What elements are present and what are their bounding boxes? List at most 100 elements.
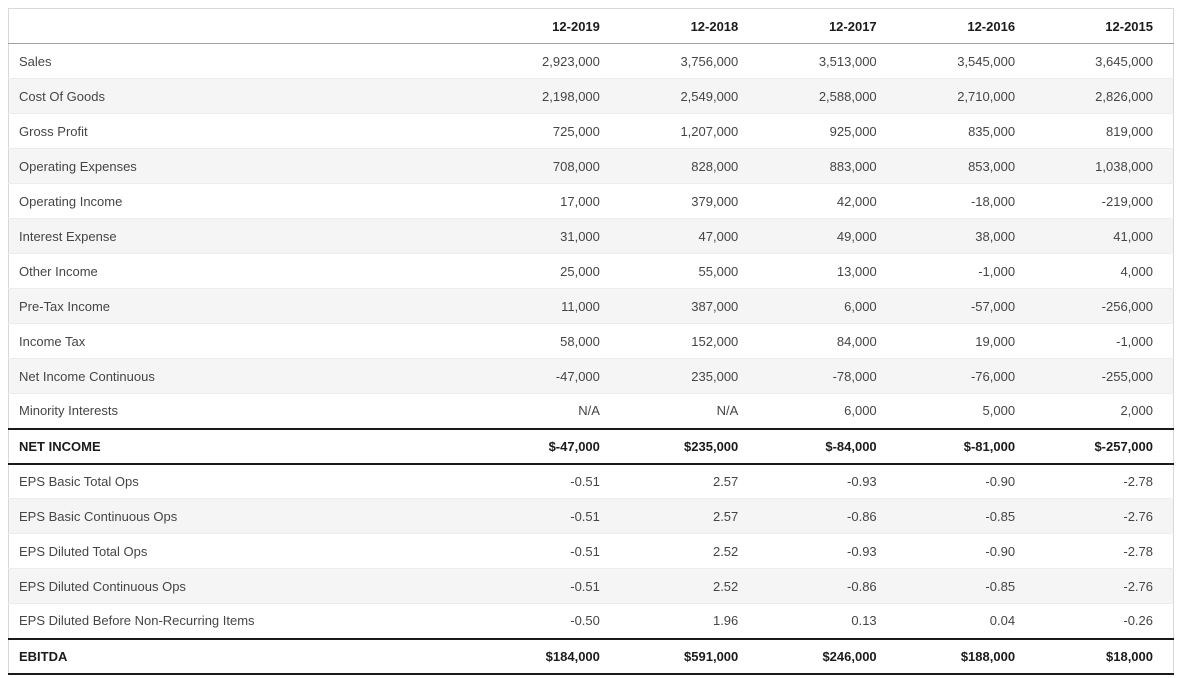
row-value: 2.57: [712, 508, 739, 524]
row-value: $-47,000: [548, 438, 600, 454]
row-value: 387,000: [691, 298, 739, 314]
row-label: EPS Diluted Continuous Ops: [19, 578, 186, 594]
row-value: -256,000: [1101, 298, 1153, 314]
table-row: EPS Basic Continuous Ops -0.51 2.57 -0.8…: [8, 498, 1174, 534]
row-value: 708,000: [552, 158, 600, 174]
row-label: Operating Income: [19, 193, 123, 209]
row-value: 38,000: [975, 228, 1016, 244]
row-value: 3,645,000: [1095, 53, 1153, 69]
row-label: EPS Basic Total Ops: [19, 473, 139, 489]
row-value: 0.13: [851, 613, 877, 629]
row-value: 19,000: [975, 333, 1016, 349]
row-value: -2.76: [1123, 508, 1153, 524]
row-value: 1.96: [712, 613, 739, 629]
row-label: Income Tax: [19, 333, 86, 349]
row-value: -0.51: [570, 543, 600, 559]
row-value: -18,000: [970, 193, 1016, 209]
row-label: Sales: [19, 53, 52, 69]
table-row: Operating Income 17,000 379,000 42,000 -…: [8, 183, 1174, 219]
row-value: 41,000: [1113, 228, 1153, 244]
table-row: Income Tax 58,000 152,000 84,000 19,000 …: [8, 323, 1174, 359]
row-value: 725,000: [552, 123, 600, 139]
row-value: N/A: [716, 403, 739, 419]
row-value: -57,000: [970, 298, 1016, 314]
row-value: 17,000: [560, 193, 600, 209]
table-row: Gross Profit 725,000 1,207,000 925,000 8…: [8, 113, 1174, 149]
row-label: NET INCOME: [19, 438, 101, 454]
row-value: -2.78: [1123, 543, 1153, 559]
row-label: EPS Diluted Before Non-Recurring Items: [19, 613, 255, 629]
row-value: 1,038,000: [1095, 158, 1153, 174]
row-value: -78,000: [832, 368, 877, 384]
column-header-period-3: 12-2017: [758, 8, 897, 44]
table-row: Minority Interests N/A N/A 6,000 5,000 2…: [8, 393, 1174, 429]
row-value: N/A: [578, 403, 600, 419]
row-value: -0.85: [985, 578, 1016, 594]
row-value: 4,000: [1120, 263, 1153, 279]
row-value: 2,710,000: [957, 88, 1016, 104]
row-value: 31,000: [560, 228, 600, 244]
table-row: Pre-Tax Income 11,000 387,000 6,000 -57,…: [8, 288, 1174, 324]
row-value: 853,000: [968, 158, 1016, 174]
row-value: 3,513,000: [818, 53, 877, 69]
row-value: 25,000: [560, 263, 600, 279]
row-value: 925,000: [829, 123, 877, 139]
row-value: -0.51: [570, 473, 600, 489]
row-value: 11,000: [561, 298, 600, 314]
table-row: Other Income 25,000 55,000 13,000 -1,000…: [8, 253, 1174, 289]
row-value: $235,000: [684, 438, 739, 454]
row-value: -0.50: [570, 613, 600, 629]
row-value: 819,000: [1106, 123, 1153, 139]
row-value: 835,000: [968, 123, 1016, 139]
row-value: -1,000: [978, 263, 1016, 279]
row-value: -1,000: [1116, 333, 1153, 349]
table-row: Net Income Continuous -47,000 235,000 -7…: [8, 358, 1174, 394]
row-value: $-84,000: [825, 438, 877, 454]
row-value: -0.51: [570, 578, 600, 594]
row-value: -0.90: [985, 473, 1016, 489]
row-value: 2.52: [712, 578, 739, 594]
row-value: 152,000: [691, 333, 739, 349]
row-value: 3,756,000: [680, 53, 739, 69]
row-value: -0.26: [1123, 613, 1153, 629]
row-value: -0.93: [847, 473, 877, 489]
table-row: Sales 2,923,000 3,756,000 3,513,000 3,54…: [9, 44, 1174, 79]
row-value: 2.52: [712, 543, 739, 559]
row-value: $184,000: [545, 648, 600, 664]
row-label: EPS Diluted Total Ops: [19, 543, 148, 559]
column-header-period-1: 12-2019: [481, 8, 620, 44]
table-row: EPS Diluted Before Non-Recurring Items -…: [8, 603, 1174, 639]
column-header-period-2: 12-2018: [619, 8, 759, 44]
corner-header-cell: [8, 8, 482, 44]
row-value: -219,000: [1101, 193, 1153, 209]
row-value: -47,000: [555, 368, 600, 384]
row-value: 235,000: [691, 368, 739, 384]
row-value: $18,000: [1106, 648, 1153, 664]
row-value: 1,207,000: [680, 123, 739, 139]
row-value: 42,000: [836, 193, 877, 209]
row-value: -2.78: [1123, 473, 1153, 489]
row-label: Interest Expense: [19, 228, 117, 244]
table-row: EPS Diluted Continuous Ops -0.51 2.52 -0…: [8, 568, 1174, 604]
table-row: EPS Diluted Total Ops -0.51 2.52 -0.93 -…: [8, 533, 1174, 569]
row-value: $-81,000: [963, 438, 1016, 454]
row-label: Cost Of Goods: [19, 88, 105, 104]
row-value: -0.85: [985, 508, 1016, 524]
table-row: Interest Expense 31,000 47,000 49,000 38…: [8, 218, 1174, 254]
row-value: 3,545,000: [957, 53, 1016, 69]
header-row: 12-2019 12-2018 12-2017 12-2016 12-2015: [8, 8, 1174, 44]
table-row: NET INCOME $-47,000 $235,000 $-84,000 $-…: [8, 428, 1174, 464]
row-value: 49,000: [836, 228, 877, 244]
row-value: 2,198,000: [542, 88, 600, 104]
row-value: 2,826,000: [1095, 88, 1153, 104]
row-value: $188,000: [960, 648, 1016, 664]
table-row: Operating Expenses 708,000 828,000 883,0…: [8, 148, 1174, 184]
row-value: -0.51: [570, 508, 600, 524]
row-value: -255,000: [1101, 368, 1153, 384]
row-label: Gross Profit: [19, 123, 88, 139]
column-header-period-5: 12-2015: [1035, 8, 1174, 44]
row-value: $591,000: [684, 648, 739, 664]
row-value: -2.76: [1123, 578, 1153, 594]
row-value: -0.90: [985, 543, 1016, 559]
